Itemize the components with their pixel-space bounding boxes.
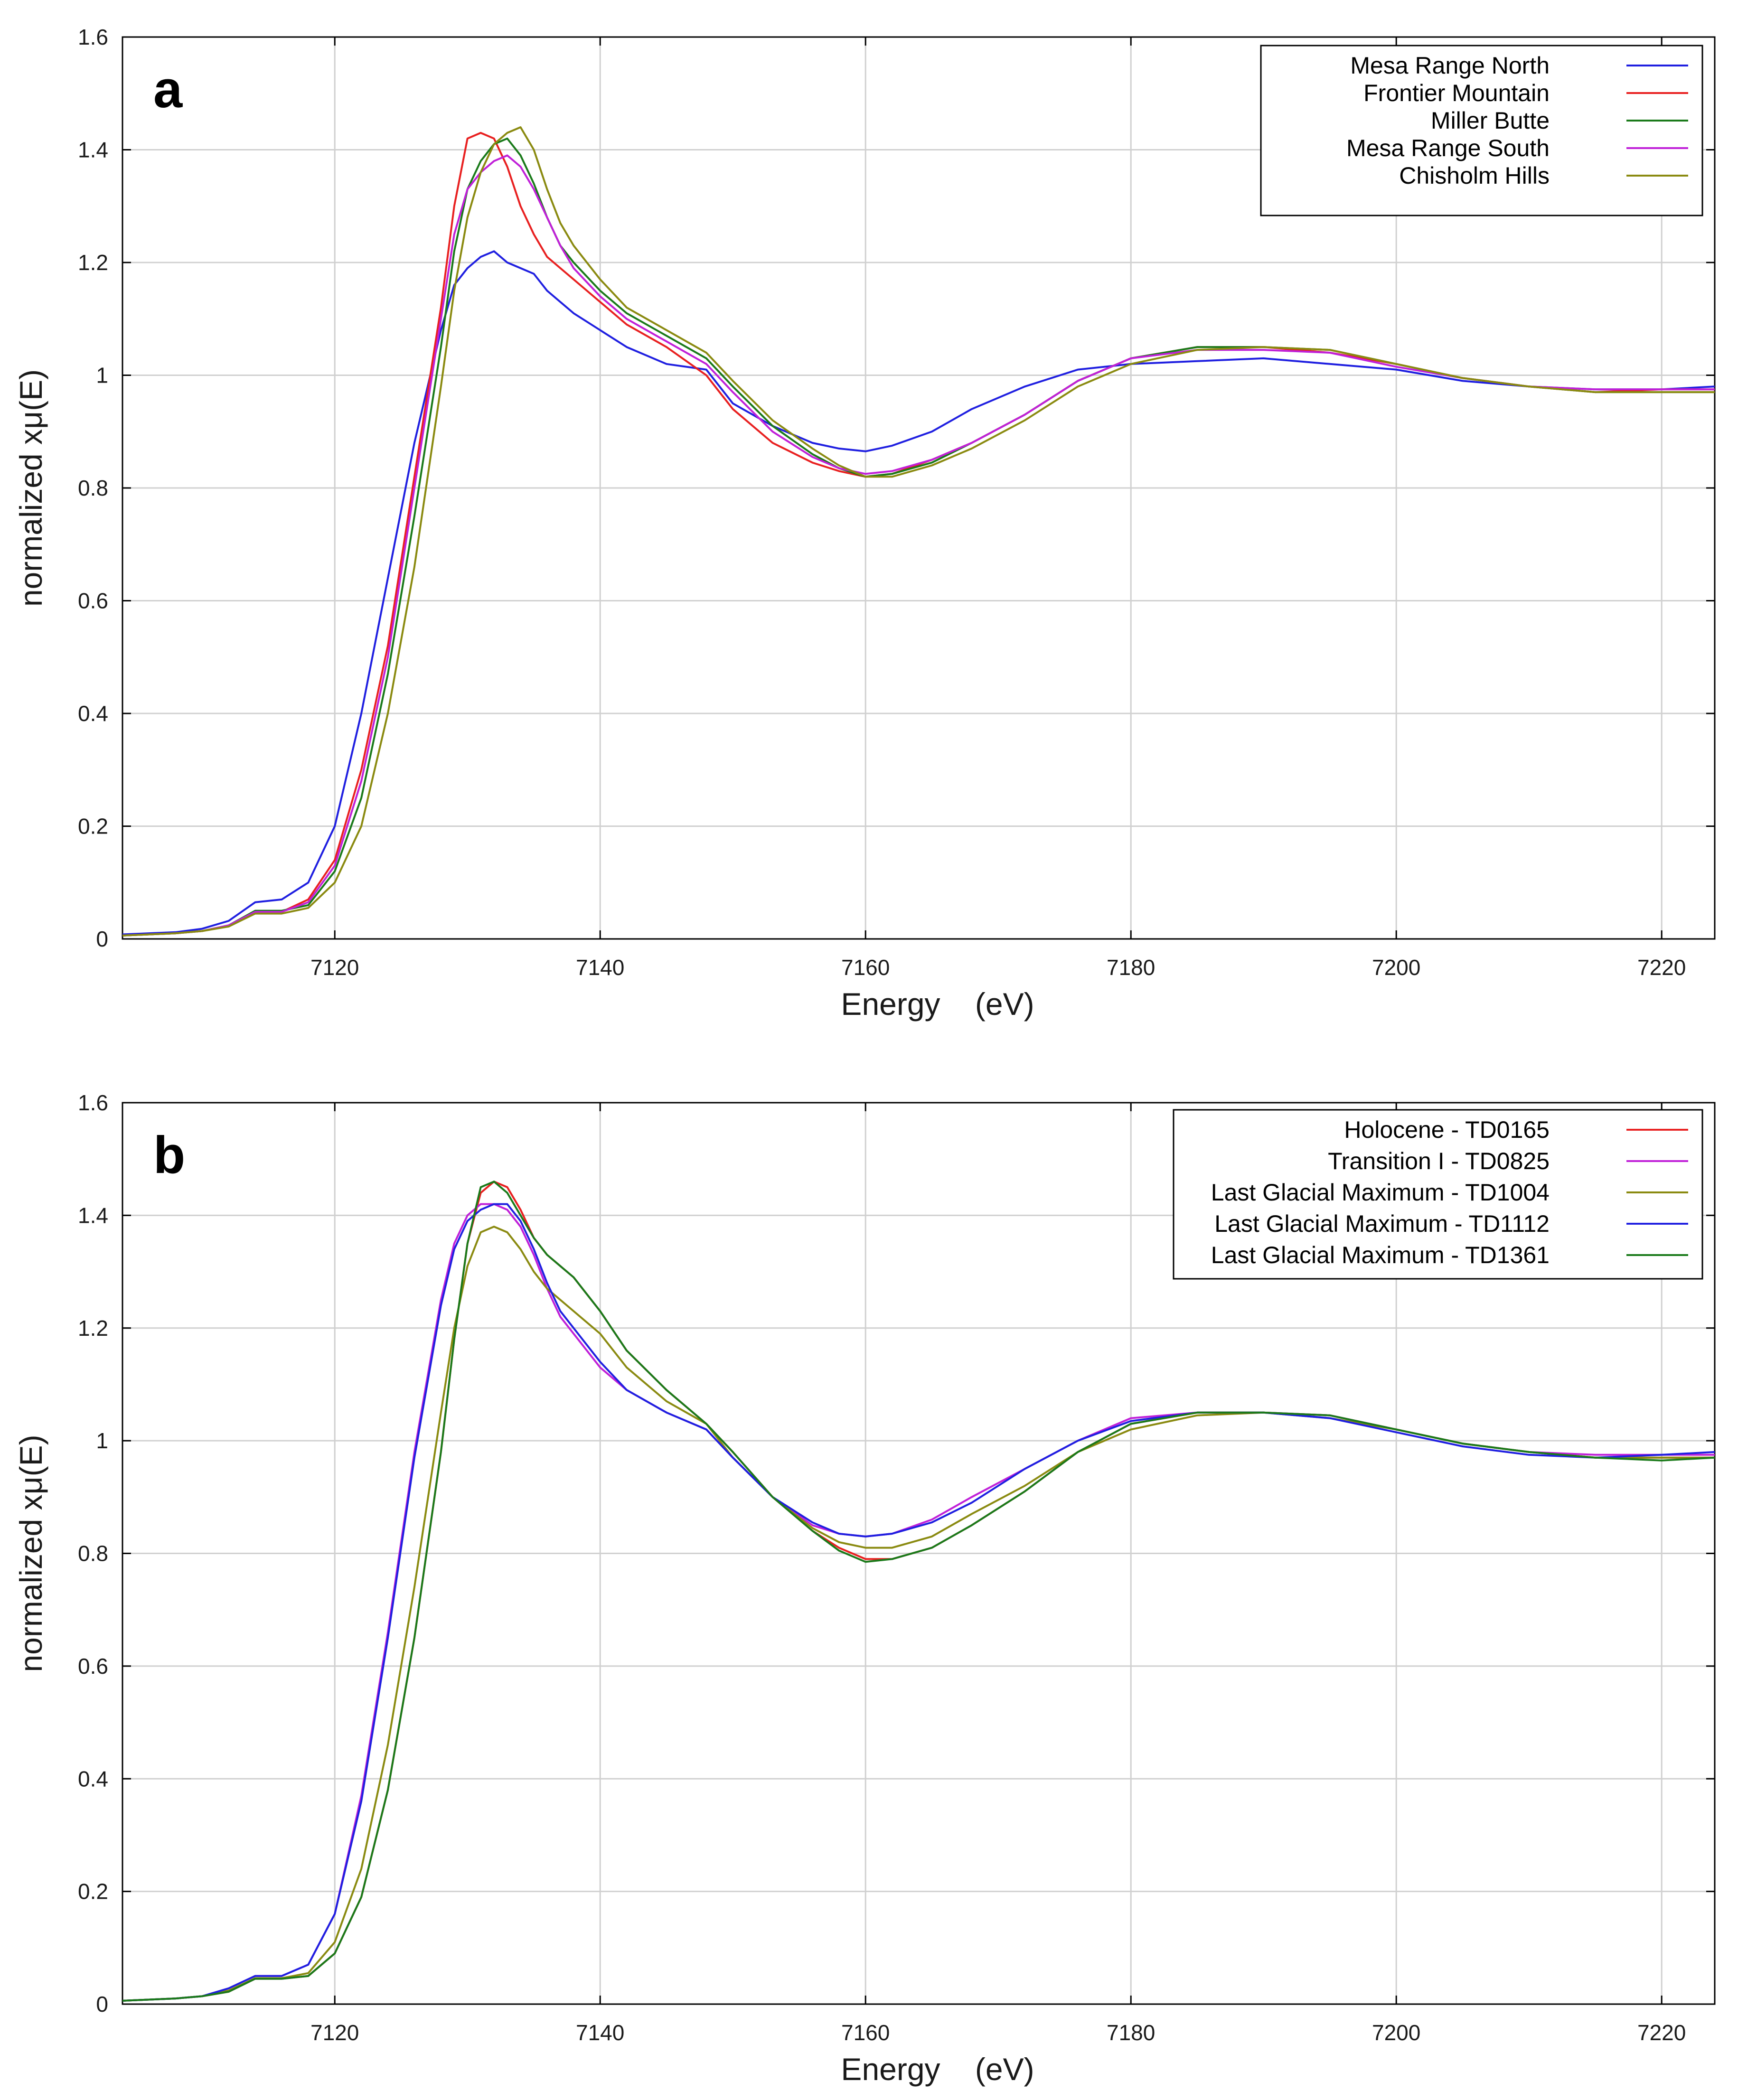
series-line-3 <box>122 1226 1715 2002</box>
x-axis-title: Energy (eV) <box>841 986 1034 1022</box>
legend-label: Frontier Mountain <box>1363 80 1550 106</box>
y-tick-label: 0.2 <box>78 1879 108 1904</box>
x-tick-label: 7180 <box>1107 955 1155 980</box>
x-tick-label: 7160 <box>841 955 890 980</box>
y-tick-label: 1 <box>96 363 108 388</box>
x-tick-label: 7120 <box>310 955 359 980</box>
panel-b: 7120 7140 7160 7180 7200 7220 0 0.2 0.4 0.6 0.8 1 1.… <box>13 1090 1716 2087</box>
y-tick-label: 0.2 <box>78 814 108 839</box>
legend-label: Mesa Range South <box>1346 135 1550 161</box>
x-tick-label: 7200 <box>1372 955 1420 980</box>
y-tick-label: 1.6 <box>78 25 108 49</box>
y-tick-label: 0 <box>96 927 108 951</box>
y-tick-label: 0.8 <box>78 1541 108 1566</box>
y-tick-label: 1.4 <box>78 1203 108 1228</box>
x-tick-label: 7220 <box>1637 955 1686 980</box>
panel-letter: a <box>153 60 183 119</box>
legend-label: Chisholm Hills <box>1399 162 1550 189</box>
y-tick-label: 1.2 <box>78 250 108 275</box>
y-tick-label: 1 <box>96 1428 108 1453</box>
series-line-3 <box>122 137 1715 937</box>
y-tick-label: 0.4 <box>78 1766 108 1791</box>
series-line-1 <box>122 250 1715 936</box>
x-tick-label: 7140 <box>576 955 624 980</box>
legend-label: Transition I - TD0825 <box>1328 1148 1550 1174</box>
y-axis-title: normalized xμ(E) <box>13 369 48 607</box>
panel-letter: b <box>153 1126 185 1184</box>
y-tick-label: 0.6 <box>78 1654 108 1678</box>
legend-box <box>1173 1109 1703 1280</box>
legend-label: Last Glacial Maximum - TD1004 <box>1211 1179 1550 1206</box>
legend-label: Last Glacial Maximum - TD1112 <box>1214 1210 1550 1237</box>
legend-label: Miller Butte <box>1431 107 1550 134</box>
legend-label: Mesa Range North <box>1350 52 1550 79</box>
legend-box <box>1260 45 1703 216</box>
series-line-5 <box>122 126 1715 937</box>
x-axis-title: Energy (eV) <box>841 2052 1034 2087</box>
y-axis-title: normalized xμ(E) <box>13 1434 48 1672</box>
y-tick-label: 0 <box>96 1992 108 2016</box>
panel-a: 7120 7140 7160 7180 7200 7220 0 0.2 0.4 0.6 0.8 1 1.… <box>13 25 1716 1022</box>
y-tick-label: 0.8 <box>78 476 108 500</box>
y-tick-label: 1.6 <box>78 1090 108 1115</box>
y-tick-label: 0.4 <box>78 701 108 726</box>
x-tick-label: 7120 <box>310 2020 359 2045</box>
series-line-4 <box>122 154 1715 937</box>
x-tick-label: 7140 <box>576 2020 624 2045</box>
legend-label: Last Glacial Maximum - TD1361 <box>1211 1242 1550 1268</box>
x-tick-label: 7220 <box>1637 2020 1686 2045</box>
legend-label: Holocene - TD0165 <box>1344 1116 1550 1143</box>
x-tick-label: 7180 <box>1107 2020 1155 2045</box>
y-tick-label: 0.6 <box>78 589 108 613</box>
x-tick-label: 7160 <box>841 2020 890 2045</box>
y-tick-label: 1.4 <box>78 138 108 162</box>
x-tick-label: 7200 <box>1372 2020 1420 2045</box>
series-line-5 <box>122 1181 1715 2002</box>
y-tick-label: 1.2 <box>78 1316 108 1341</box>
